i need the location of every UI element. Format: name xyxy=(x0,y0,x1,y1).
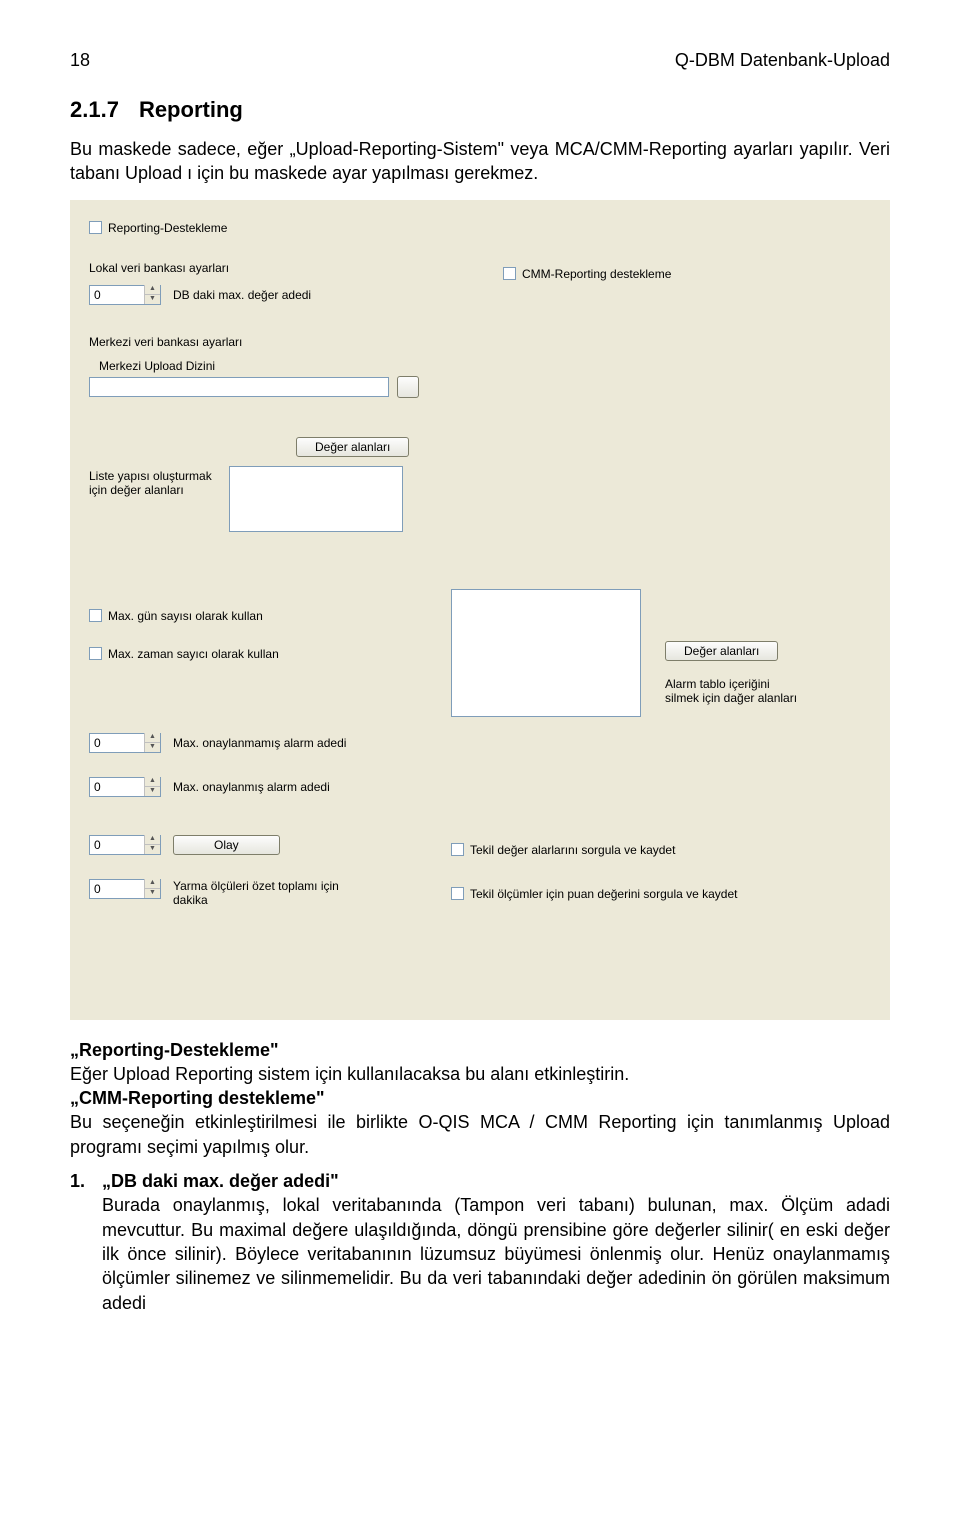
max-unapproved-alarm-value: 0 xyxy=(90,736,144,750)
value-fields-button-2[interactable]: Değer alanları xyxy=(665,641,778,661)
cmm-reporting-checkbox[interactable] xyxy=(503,267,516,280)
max-time-counter-label: Max. zaman sayıcı olarak kullan xyxy=(108,647,279,661)
max-approved-alarm-field[interactable]: 0 ▲▼ xyxy=(89,777,161,797)
list-structure-listbox[interactable] xyxy=(229,466,403,532)
max-days-label: Max. gün sayısı olarak kullan xyxy=(108,609,263,623)
reporting-form-panel: Reporting-Destekleme Lokal veri bankası … xyxy=(70,200,890,1020)
max-unapproved-alarm-spinner[interactable]: ▲▼ xyxy=(144,733,160,752)
local-db-settings-label: Lokal veri bankası ayarları xyxy=(89,261,229,275)
after-para-2: Bu seçeneğin etkinleştirilmesi ile birli… xyxy=(70,1110,890,1159)
max-unapproved-alarm-field[interactable]: 0 ▲▼ xyxy=(89,733,161,753)
list-item-heading: „DB daki max. değer adedi" xyxy=(102,1171,339,1191)
event-count-value: 0 xyxy=(90,838,144,852)
list-item-number: 1. xyxy=(70,1169,94,1315)
reporting-support-checkbox[interactable] xyxy=(89,221,102,234)
alarm-table-label-l2: silmek için dağer alanları xyxy=(665,691,797,705)
split-measure-label-l1: Yarma ölçüleri özet toplamı için xyxy=(173,879,339,893)
after-para-1: Eğer Upload Reporting sistem için kullan… xyxy=(70,1062,890,1086)
split-measure-spinner[interactable]: ▲▼ xyxy=(144,879,160,898)
split-measure-value: 0 xyxy=(90,882,144,896)
list-item-body: Burada onaylanmış, lokal veritabanında (… xyxy=(102,1193,890,1314)
single-measure-score-label: Tekil ölçümler için puan değerini sorgul… xyxy=(470,887,737,901)
after-heading-1: „Reporting-Destekleme" xyxy=(70,1038,890,1062)
event-button[interactable]: Olay xyxy=(173,835,280,855)
value-fields-button-1[interactable]: Değer alanları xyxy=(296,437,409,457)
doc-title: Q-DBM Datenbank-Upload xyxy=(675,50,890,71)
after-heading-2: „CMM-Reporting destekleme" xyxy=(70,1086,890,1110)
single-value-alarm-checkbox[interactable] xyxy=(451,843,464,856)
max-approved-alarm-label: Max. onaylanmış alarm adedi xyxy=(173,780,330,794)
max-unapproved-alarm-label: Max. onaylanmamış alarm adedi xyxy=(173,736,346,750)
split-measure-label-l2: dakika xyxy=(173,893,339,907)
reporting-support-label: Reporting-Destekleme xyxy=(108,221,227,235)
db-max-value: 0 xyxy=(90,288,144,302)
central-upload-dir-label: Merkezi Upload Dizini xyxy=(99,359,215,373)
max-approved-alarm-spinner[interactable]: ▲▼ xyxy=(144,777,160,796)
db-max-spinner[interactable]: ▲▼ xyxy=(144,285,160,304)
db-max-value-field[interactable]: 0 ▲▼ xyxy=(89,285,161,305)
max-time-counter-checkbox[interactable] xyxy=(89,647,102,660)
event-count-field[interactable]: 0 ▲▼ xyxy=(89,835,161,855)
single-measure-score-checkbox[interactable] xyxy=(451,887,464,900)
section-title: Reporting xyxy=(139,97,243,123)
max-approved-alarm-value: 0 xyxy=(90,780,144,794)
central-upload-browse-button[interactable] xyxy=(397,376,419,398)
page-number: 18 xyxy=(70,50,90,71)
db-max-label: DB daki max. değer adedi xyxy=(173,288,311,302)
split-measure-field[interactable]: 0 ▲▼ xyxy=(89,879,161,899)
cmm-reporting-label: CMM-Reporting destekleme xyxy=(522,267,671,281)
alarm-table-label-l1: Alarm tablo içeriğini xyxy=(665,677,797,691)
central-db-settings-label: Merkezi veri bankası ayarları xyxy=(89,335,242,349)
single-value-alarm-label: Tekil değer alarlarını sorgula ve kaydet xyxy=(470,843,675,857)
list-structure-label-l2: için değer alanları xyxy=(89,483,212,497)
event-count-spinner[interactable]: ▲▼ xyxy=(144,835,160,854)
central-upload-dir-input[interactable] xyxy=(89,377,389,397)
max-days-checkbox[interactable] xyxy=(89,609,102,622)
alarm-fields-listbox[interactable] xyxy=(451,589,641,717)
intro-paragraph: Bu maskede sadece, eğer „Upload-Reportin… xyxy=(70,137,890,186)
section-number: 2.1.7 xyxy=(70,97,119,123)
list-structure-label-l1: Liste yapısı oluşturmak xyxy=(89,469,212,483)
